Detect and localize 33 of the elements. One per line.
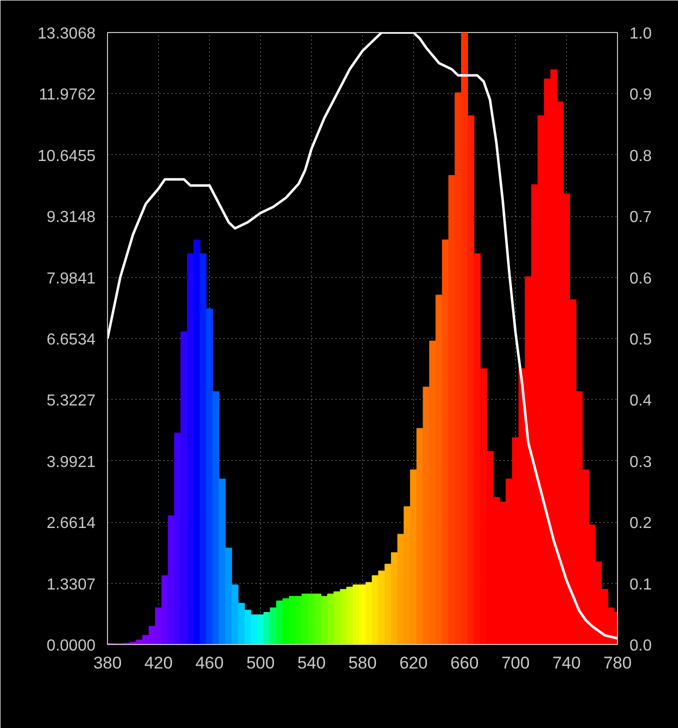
y2-tick-label: 0.0 bbox=[630, 638, 652, 654]
x-tick-label: 580 bbox=[348, 654, 377, 672]
y2-tick-label: 0.9 bbox=[630, 86, 652, 104]
y2-tick-label: 0.7 bbox=[630, 209, 652, 226]
y-tick-label: 11.9762 bbox=[38, 86, 96, 104]
y-tick-label: 7.9841 bbox=[46, 270, 96, 288]
y-tick-label: 5.3227 bbox=[46, 392, 96, 410]
y-tick-label: 2.6614 bbox=[46, 515, 96, 532]
x-tick-label: 660 bbox=[450, 654, 479, 672]
x-tick-label: 420 bbox=[144, 654, 173, 672]
y-tick-label: 13.3068 bbox=[38, 26, 96, 42]
y2-tick-label: 0.8 bbox=[630, 148, 652, 165]
y2-tick-label: 1.0 bbox=[630, 26, 652, 42]
x-tick-label: 540 bbox=[297, 654, 326, 672]
x-tick-label: 700 bbox=[501, 654, 530, 672]
y2-tick-label: 0.5 bbox=[630, 332, 652, 348]
x-tick-label: 780 bbox=[603, 654, 632, 672]
y-tick-label: 1.3307 bbox=[46, 576, 96, 594]
x-tick-label: 500 bbox=[246, 654, 275, 672]
y-tick-label: 6.6534 bbox=[46, 332, 96, 348]
y-tick-label: 3.9921 bbox=[46, 454, 96, 471]
y2-tick-label: 0.4 bbox=[630, 392, 652, 410]
y-tick-label: 0.0000 bbox=[46, 638, 96, 654]
y2-tick-label: 0.3 bbox=[630, 454, 652, 471]
y2-tick-label: 0.1 bbox=[630, 576, 652, 594]
x-tick-label: 620 bbox=[399, 654, 428, 672]
y-tick-label: 9.3148 bbox=[46, 209, 96, 226]
y2-tick-label: 0.2 bbox=[630, 515, 652, 532]
y2-tick-label: 0.6 bbox=[630, 270, 652, 288]
y-tick-label: 10.6455 bbox=[38, 148, 96, 165]
x-tick-label: 740 bbox=[552, 654, 581, 672]
x-tick-label: 460 bbox=[195, 654, 224, 672]
x-tick-label: 380 bbox=[93, 654, 122, 672]
